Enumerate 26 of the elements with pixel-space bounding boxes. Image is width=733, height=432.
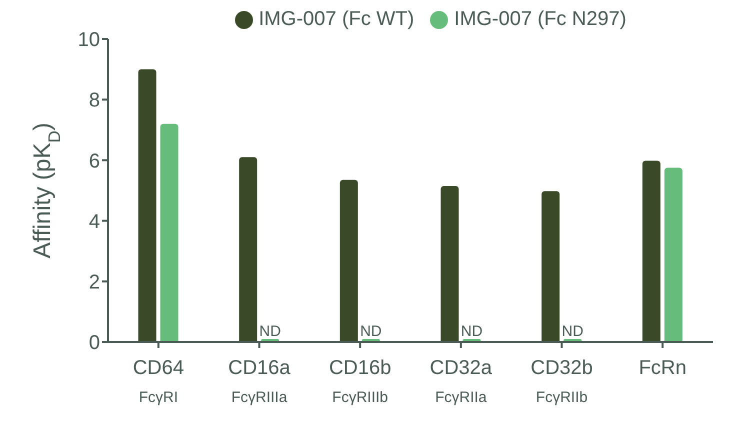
bar bbox=[138, 69, 156, 342]
bar bbox=[160, 124, 178, 342]
x-tick-label: CD32b FcγRIIb bbox=[530, 357, 593, 406]
x-tick-label: CD32a FcγRIIa bbox=[430, 357, 493, 406]
y-tick-label: 4 bbox=[88, 210, 100, 233]
bar bbox=[440, 186, 459, 342]
bar bbox=[542, 191, 560, 342]
data-label: ND bbox=[259, 322, 282, 340]
bar bbox=[239, 157, 258, 342]
y-tick-label: 6 bbox=[88, 150, 100, 172]
x-tick-label: CD16b FcγRIIIb bbox=[328, 357, 392, 406]
y-tick-label: 0 bbox=[88, 332, 100, 354]
x-tick-label: CD64 FcγRI bbox=[132, 357, 184, 406]
x-tick-label: FcRn bbox=[638, 357, 686, 379]
bar bbox=[642, 160, 660, 342]
data-label: ND bbox=[360, 322, 382, 340]
y-tick-label: 10 bbox=[78, 29, 100, 52]
y-tick-label: 2 bbox=[88, 272, 100, 294]
bar bbox=[664, 168, 682, 342]
legend-label: IMG-007 (Fc N297) bbox=[454, 8, 626, 31]
data-label: ND bbox=[562, 322, 584, 340]
data-label: ND bbox=[460, 322, 483, 340]
bar bbox=[340, 180, 358, 342]
x-tick-label: CD16a FcγRIIIa bbox=[228, 357, 292, 406]
legend-label: IMG-007 (Fc WT) bbox=[258, 8, 414, 31]
y-tick-label: 8 bbox=[88, 90, 100, 112]
